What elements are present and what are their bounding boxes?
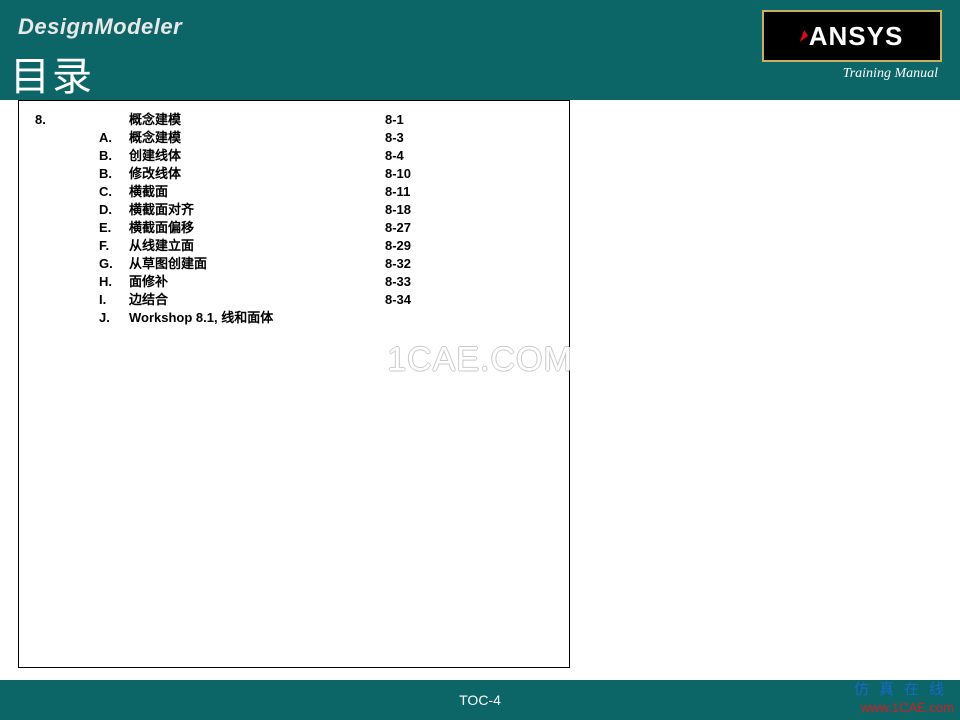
manual-label: Training Manual <box>762 66 942 82</box>
page-title: 目录 <box>10 44 94 102</box>
corner-url: www.1CAE.com <box>854 699 954 716</box>
toc-letter: H. <box>69 273 129 291</box>
toc-topic: 面修补 <box>129 273 385 291</box>
toc-letter: B. <box>69 165 129 183</box>
toc-page: 8-34 <box>385 291 445 309</box>
toc-row: A.概念建模8-3 <box>35 129 553 147</box>
toc-topic: 横截面对齐 <box>129 201 385 219</box>
toc-topic: 横截面偏移 <box>129 219 385 237</box>
toc-row: I.边结合8-34 <box>35 291 553 309</box>
toc-panel: 8. 概念建模 8-1 A.概念建模8-3B.创建线体8-4B.修改线体8-10… <box>18 100 570 668</box>
toc-page: 8-18 <box>385 201 445 219</box>
toc-page: 8-29 <box>385 237 445 255</box>
toc-page: 8-3 <box>385 129 445 147</box>
toc-topic: 横截面 <box>129 183 385 201</box>
blank <box>35 291 69 309</box>
app-title: DesignModeler <box>18 14 182 40</box>
toc-letter: B. <box>69 147 129 165</box>
ansys-logo: ANSYS <box>762 10 942 62</box>
toc-chapter-row: 8. 概念建模 8-1 <box>35 111 553 129</box>
blank <box>69 111 129 129</box>
toc-row: G.从草图创建面8-32 <box>35 255 553 273</box>
footer-page-label: TOC-4 <box>459 692 501 708</box>
toc-row: B.修改线体8-10 <box>35 165 553 183</box>
toc-page: 8-11 <box>385 183 445 201</box>
toc-letter: G. <box>69 255 129 273</box>
footer-bar: TOC-4 <box>0 680 960 720</box>
toc-topic: 从线建立面 <box>129 237 385 255</box>
corner-cn-text: 仿真在线 <box>854 682 954 699</box>
toc-page: 8-27 <box>385 219 445 237</box>
blank <box>35 219 69 237</box>
blank <box>35 237 69 255</box>
toc-letter: C. <box>69 183 129 201</box>
blank <box>35 255 69 273</box>
blank <box>35 201 69 219</box>
toc-row: F.从线建立面8-29 <box>35 237 553 255</box>
toc-letter: J. <box>69 309 129 327</box>
toc-topic: 边结合 <box>129 291 385 309</box>
toc-page: 8-10 <box>385 165 445 183</box>
toc-topic: Workshop 8.1, 线和面体 <box>129 309 385 327</box>
toc-row: H.面修补8-33 <box>35 273 553 291</box>
chapter-page: 8-1 <box>385 111 445 129</box>
header-bar: DesignModeler 目录 ANSYS Training Manual <box>0 0 960 100</box>
blank <box>35 183 69 201</box>
blank <box>35 129 69 147</box>
toc-page <box>385 309 445 327</box>
toc-letter: F. <box>69 237 129 255</box>
toc-letter: E. <box>69 219 129 237</box>
blank <box>35 273 69 291</box>
chapter-number: 8. <box>35 111 69 129</box>
toc-page: 8-32 <box>385 255 445 273</box>
toc-topic: 从草图创建面 <box>129 255 385 273</box>
toc-row: B.创建线体8-4 <box>35 147 553 165</box>
toc-letter: I. <box>69 291 129 309</box>
toc-row: D.横截面对齐8-18 <box>35 201 553 219</box>
blank <box>35 165 69 183</box>
toc-topic: 修改线体 <box>129 165 385 183</box>
chapter-title: 概念建模 <box>129 111 385 129</box>
corner-branding: 仿真在线 www.1CAE.com <box>854 682 954 716</box>
toc-letter: A. <box>69 129 129 147</box>
toc-topic: 概念建模 <box>129 129 385 147</box>
toc-row: C.横截面8-11 <box>35 183 553 201</box>
logo-text: ANSYS <box>809 21 904 52</box>
toc-row: E.横截面偏移8-27 <box>35 219 553 237</box>
toc-topic: 创建线体 <box>129 147 385 165</box>
toc-page: 8-33 <box>385 273 445 291</box>
logo-block: ANSYS Training Manual <box>762 10 942 82</box>
blank <box>35 309 69 327</box>
blank <box>35 147 69 165</box>
toc-page: 8-4 <box>385 147 445 165</box>
toc-row: J.Workshop 8.1, 线和面体 <box>35 309 553 327</box>
toc-letter: D. <box>69 201 129 219</box>
